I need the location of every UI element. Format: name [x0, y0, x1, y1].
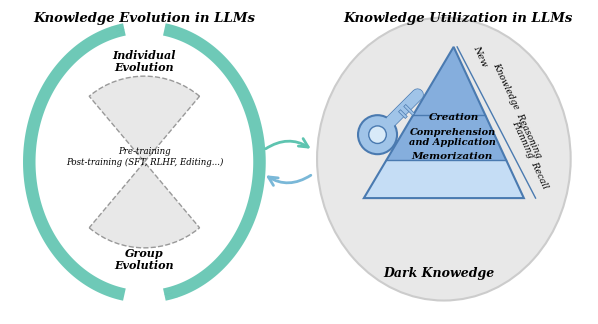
Polygon shape — [386, 115, 507, 160]
Circle shape — [369, 126, 386, 144]
Text: Creation: Creation — [429, 113, 479, 122]
FancyArrowPatch shape — [269, 175, 311, 185]
Text: Knowledge Evolution in LLMs: Knowledge Evolution in LLMs — [33, 12, 255, 25]
Text: Individual
Evolution: Individual Evolution — [112, 50, 176, 74]
Text: Pre-training
Post-training (SFT, RLHF, Editing...): Pre-training Post-training (SFT, RLHF, E… — [66, 147, 223, 167]
Polygon shape — [386, 47, 507, 160]
Text: Group
Evolution: Group Evolution — [115, 248, 174, 272]
Wedge shape — [89, 162, 200, 248]
Text: Planning  Recall: Planning Recall — [510, 120, 549, 191]
Text: Knowledge Utilization in LLMs: Knowledge Utilization in LLMs — [344, 12, 573, 25]
Polygon shape — [364, 115, 524, 198]
Ellipse shape — [317, 17, 570, 301]
Text: Knowledge  Reasoning: Knowledge Reasoning — [491, 62, 543, 160]
Text: Dark Knowedge: Dark Knowedge — [383, 267, 495, 280]
Circle shape — [358, 115, 397, 154]
Text: Comprehension
and Application: Comprehension and Application — [409, 128, 496, 147]
Text: Memorization: Memorization — [411, 152, 492, 161]
Text: New: New — [471, 44, 489, 69]
FancyArrowPatch shape — [266, 139, 308, 149]
Wedge shape — [89, 76, 200, 162]
